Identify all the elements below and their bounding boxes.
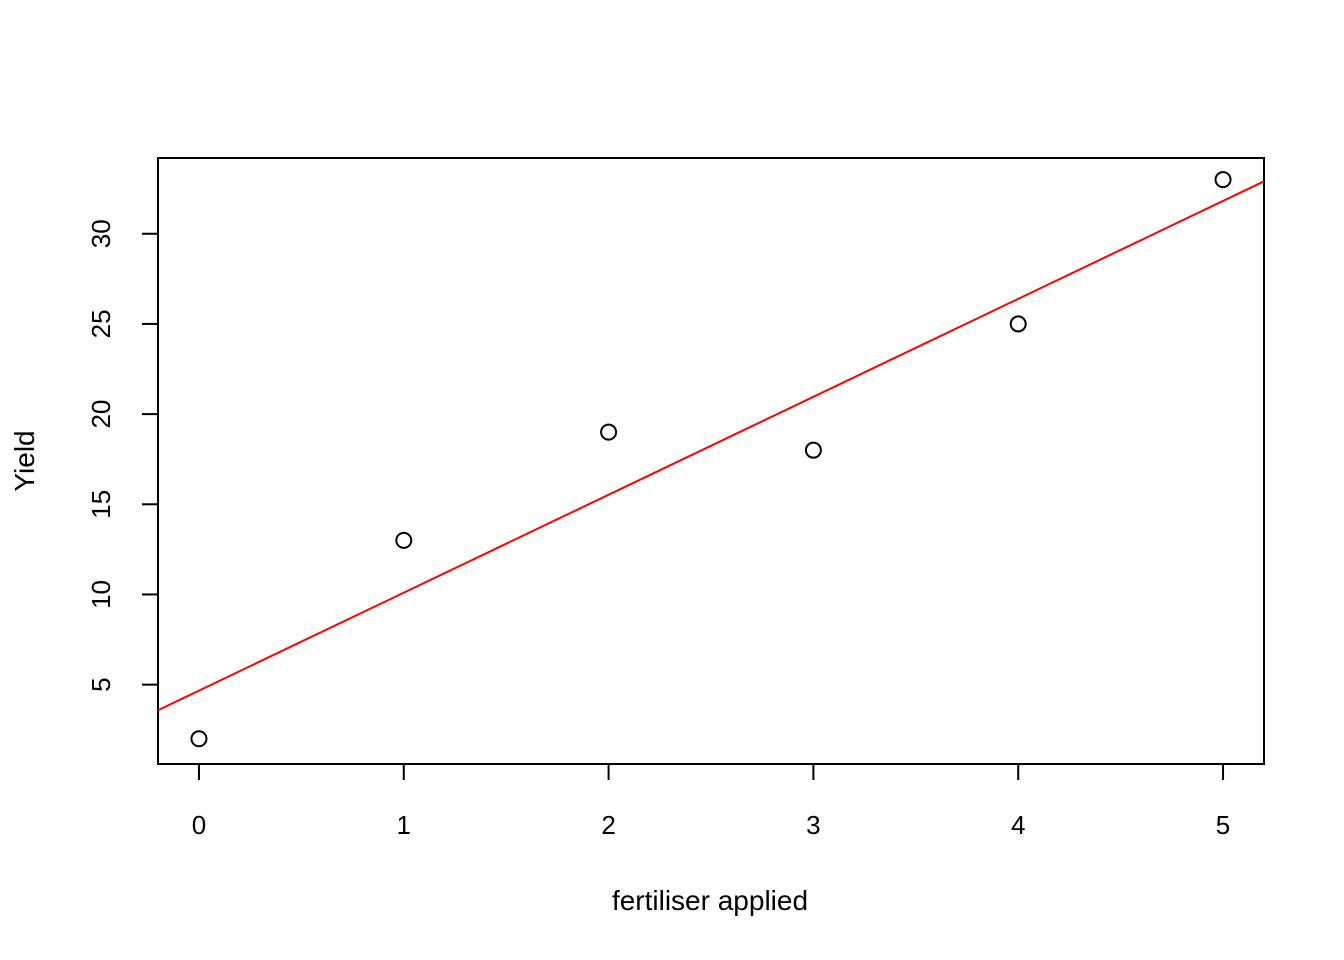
regression-line-group — [158, 180, 1264, 712]
x-tick-label: 2 — [601, 810, 615, 840]
data-point — [1009, 315, 1027, 333]
y-tick-label: 20 — [86, 400, 116, 429]
regression-line — [158, 180, 1264, 712]
data-point — [804, 441, 822, 459]
x-axis-title: fertiliser applied — [612, 885, 808, 916]
data-point — [395, 531, 413, 549]
data-point — [190, 730, 208, 748]
x-tick-label: 1 — [397, 810, 411, 840]
plot-frame — [157, 157, 1265, 765]
y-tick-label: 5 — [86, 677, 116, 691]
y-tick-label: 15 — [86, 490, 116, 519]
x-tick-label: 5 — [1216, 810, 1230, 840]
y-tick-label: 25 — [86, 309, 116, 338]
data-point — [600, 423, 618, 441]
x-axis: 0 1 2 3 4 5 — [192, 764, 1230, 840]
y-axis: 5 10 15 20 25 30 — [86, 219, 158, 692]
x-tick-label: 3 — [806, 810, 820, 840]
x-tick-label: 0 — [192, 810, 206, 840]
y-axis-title: Yield — [9, 430, 40, 491]
data-point — [1214, 171, 1232, 189]
data-points — [190, 171, 1232, 748]
y-tick-label: 30 — [86, 219, 116, 248]
x-tick-label: 4 — [1011, 810, 1025, 840]
y-tick-label: 10 — [86, 580, 116, 609]
